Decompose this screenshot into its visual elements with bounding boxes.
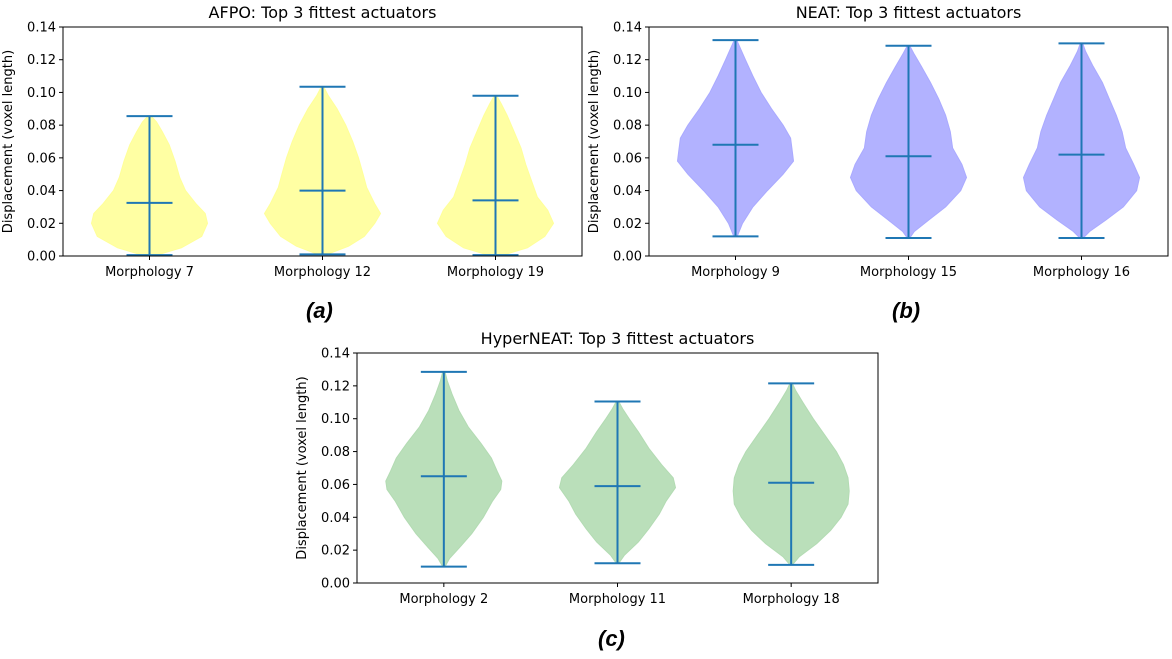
y-axis-label: Displacement (voxel length) — [587, 50, 602, 233]
y-tick-label: 0.12 — [27, 53, 56, 68]
panel-label-c: (c) — [598, 626, 625, 651]
y-tick-label: 0.14 — [321, 347, 350, 362]
chart-title: NEAT: Top 3 fittest actuators — [796, 3, 1022, 22]
y-tick-label: 0.10 — [321, 412, 350, 427]
x-tick-label: Morphology 7 — [105, 265, 194, 280]
panel-label-b: (b) — [892, 298, 921, 323]
x-tick-label: Morphology 9 — [691, 265, 780, 280]
x-tick-label: Morphology 18 — [743, 592, 840, 607]
panel-label-a: (a) — [306, 298, 333, 323]
y-tick-label: 0.02 — [321, 544, 350, 559]
chart-title: AFPO: Top 3 fittest actuators — [209, 3, 437, 22]
y-tick-label: 0.12 — [613, 53, 642, 68]
y-tick-label: 0.02 — [613, 217, 642, 232]
y-tick-label: 0.14 — [613, 21, 642, 36]
y-tick-label: 0.10 — [613, 86, 642, 101]
chart-panel-3: 0.00 0.02 0.04 0.06 0.08 0.10 0.12 0.14 Morpholo… — [295, 329, 879, 607]
y-tick-label: 0.08 — [27, 119, 56, 134]
x-tick-label: Morphology 15 — [860, 265, 957, 280]
y-tick-label: 0.04 — [27, 184, 56, 199]
chart-panel-1: 0.00 0.02 0.04 0.06 0.08 0.10 0.12 0.14 Morpholo… — [1, 3, 583, 280]
y-tick-label: 0.10 — [27, 86, 56, 101]
y-tick-label: 0.06 — [27, 151, 56, 166]
y-tick-label: 0.06 — [613, 151, 642, 166]
y-tick-label: 0.04 — [321, 511, 350, 526]
y-tick-label: 0.02 — [27, 217, 56, 232]
x-tick-label: Morphology 2 — [399, 592, 488, 607]
y-tick-label: 0.00 — [321, 577, 350, 592]
chart-panel-2: 0.00 0.02 0.04 0.06 0.08 0.10 0.12 0.14 Morpholo… — [587, 3, 1169, 280]
x-tick-label: Morphology 11 — [569, 592, 666, 607]
y-tick-label: 0.00 — [613, 250, 642, 265]
y-axis-label: Displacement (voxel length) — [1, 50, 16, 233]
y-tick-label: 0.06 — [321, 478, 350, 493]
y-tick-label: 0.12 — [321, 379, 350, 394]
chart-title: HyperNEAT: Top 3 fittest actuators — [481, 329, 755, 348]
x-tick-label: Morphology 19 — [447, 265, 544, 280]
y-axis-label: Displacement (voxel length) — [295, 376, 310, 559]
y-tick-label: 0.08 — [613, 119, 642, 134]
y-tick-label: 0.04 — [613, 184, 642, 199]
x-tick-label: Morphology 12 — [274, 265, 371, 280]
x-tick-label: Morphology 16 — [1033, 265, 1130, 280]
y-tick-label: 0.00 — [27, 250, 56, 265]
y-tick-label: 0.08 — [321, 445, 350, 460]
y-tick-label: 0.14 — [27, 21, 56, 36]
